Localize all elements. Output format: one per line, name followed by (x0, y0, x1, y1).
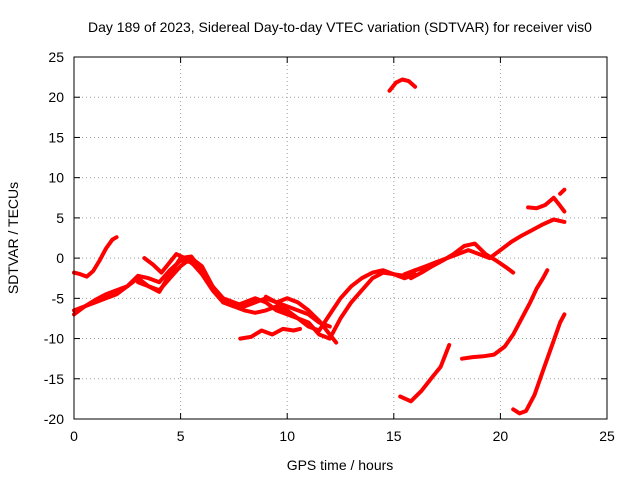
x-tick-label: 5 (177, 428, 185, 444)
series-trace-j (402, 217, 567, 277)
series-trace-i (398, 343, 452, 404)
y-axis-label: SDTVAR / TECUs (5, 182, 21, 294)
y-tick-label: -20 (44, 411, 64, 427)
series-trace-f (238, 326, 302, 341)
plot-frame (73, 56, 608, 420)
y-tick-label: -15 (44, 371, 64, 387)
series-trace-h (387, 77, 418, 93)
tick-layer: 0 5 10 15 20 25 -20 -15 -10 -5 0 5 10 15 20 25 (44, 49, 615, 444)
y-tick-label: -10 (44, 331, 64, 347)
series-trace-e (136, 256, 439, 341)
y-tick-label: 15 (48, 129, 64, 145)
x-tick-label: 10 (279, 428, 295, 444)
series-trace-l (460, 268, 550, 361)
y-tick-label: 25 (48, 49, 64, 65)
y-tick-label: 10 (48, 170, 64, 186)
series-layer (72, 77, 567, 416)
chart-title: Day 189 of 2023, Sidereal Day-to-day VTE… (88, 19, 592, 35)
y-tick-label: 5 (56, 210, 64, 226)
x-tick-label: 25 (599, 428, 615, 444)
grid-layer (74, 57, 607, 419)
y-tick-label: -5 (52, 290, 65, 306)
series-trace-n (526, 195, 567, 214)
x-tick-label: 0 (70, 428, 78, 444)
series-trace-a (72, 235, 119, 279)
series-trace-o (558, 187, 567, 196)
series-trace-g (263, 294, 339, 345)
y-tick-label: 20 (48, 89, 64, 105)
series-trace-d (142, 252, 418, 333)
x-axis-label: GPS time / hours (287, 457, 394, 473)
x-tick-label: 20 (493, 428, 509, 444)
series-trace-m (511, 312, 567, 416)
x-tick-label: 15 (386, 428, 402, 444)
y-tick-label: 0 (56, 250, 64, 266)
series-trace-k (408, 241, 516, 281)
